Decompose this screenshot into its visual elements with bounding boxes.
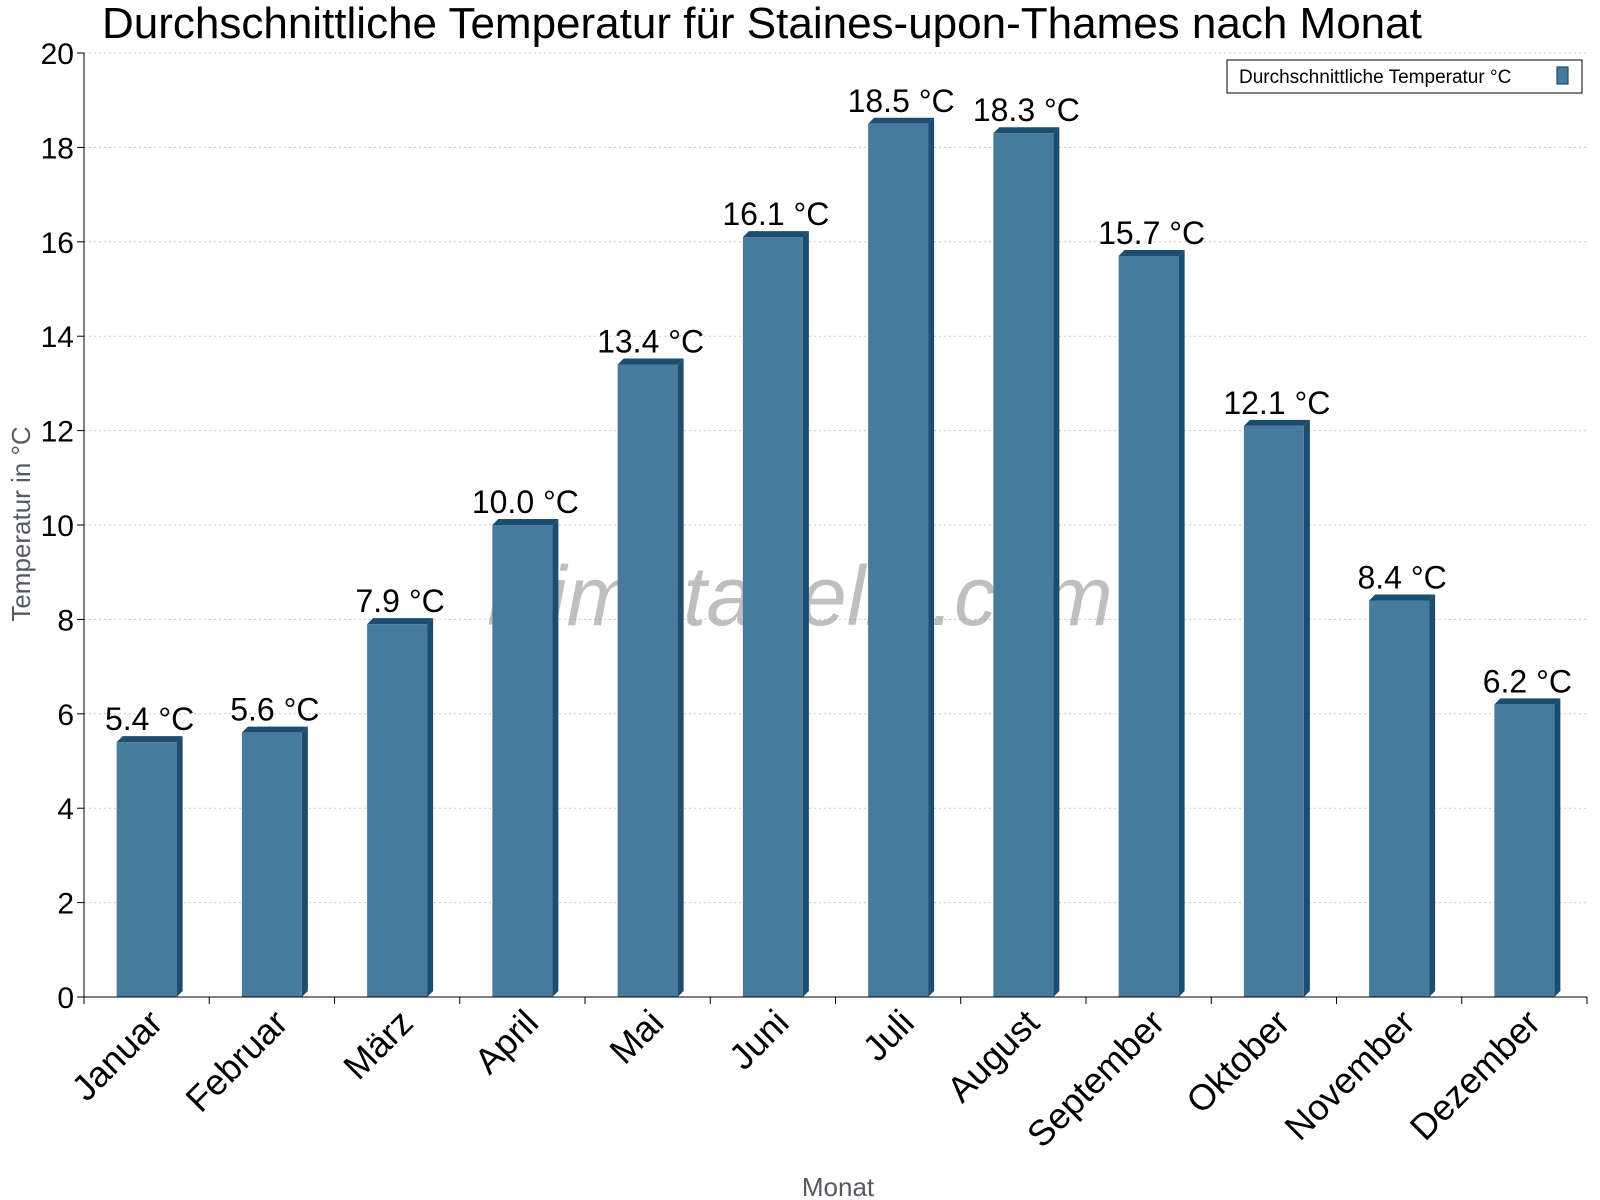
y-tick-label: 0 <box>57 982 74 1015</box>
y-tick-label: 8 <box>57 604 74 637</box>
bar-front-face <box>993 133 1054 998</box>
data-label: 16.1 °C <box>722 196 829 232</box>
bar <box>1243 419 1310 997</box>
data-label: 15.7 °C <box>1098 215 1205 251</box>
bar-side-face <box>1053 127 1060 998</box>
legend-entry-label: Durchschnittliche Temperatur °C <box>1239 67 1511 88</box>
y-tick-label: 2 <box>57 888 74 921</box>
data-label: 12.1 °C <box>1223 385 1330 421</box>
bar-side-face <box>928 117 935 998</box>
bar-top-face <box>1494 698 1561 705</box>
bar-side-face <box>1303 419 1310 997</box>
bar-front-face <box>1494 704 1555 997</box>
legend-box <box>1226 59 1583 94</box>
bar-top-face <box>367 618 434 625</box>
axes <box>77 52 1588 1004</box>
bar-top-face <box>241 726 308 733</box>
bar-top-face <box>868 117 935 124</box>
bar-side-face <box>1178 249 1185 997</box>
bar-top-face <box>1243 419 1310 426</box>
data-label: 5.6 °C <box>230 692 319 728</box>
bar <box>993 127 1060 998</box>
bar-front-face <box>241 732 302 997</box>
bar-side-face <box>802 231 809 997</box>
data-label: 10.0 °C <box>472 484 579 520</box>
bar <box>241 726 308 997</box>
x-axis-label: Monat <box>802 1172 875 1200</box>
bars <box>116 117 1561 998</box>
y-tick-label: 20 <box>41 38 74 71</box>
grid-lines <box>84 52 1587 904</box>
bar-top-face <box>617 358 684 365</box>
bar-side-face <box>677 358 684 997</box>
x-tick-label: Mai <box>601 1002 671 1072</box>
bar-top-face <box>1369 594 1436 601</box>
data-label: 7.9 °C <box>355 583 444 619</box>
bar <box>492 519 559 997</box>
x-tick-labels: Januar Februar März April Mai Juni Juli AugustS… <box>63 1002 1548 1156</box>
data-label: 6.2 °C <box>1483 663 1572 699</box>
bar-top-face <box>492 519 559 525</box>
y-tick-label: 18 <box>41 132 74 165</box>
bar-front-face <box>1369 600 1430 997</box>
x-tick-label: Januar <box>63 1002 170 1109</box>
bar <box>1118 249 1185 997</box>
bar-top-face <box>742 231 809 238</box>
bar-front-face <box>492 525 553 997</box>
bar-top-face <box>116 736 183 743</box>
x-tick-label: Juli <box>855 1002 922 1069</box>
y-tick-label: 14 <box>41 321 74 354</box>
y-tick-label: 10 <box>41 510 74 543</box>
bar-front-face <box>116 742 177 997</box>
y-tick-label: 6 <box>57 699 74 732</box>
bar <box>1369 594 1436 997</box>
bar-side-face <box>301 726 308 997</box>
legend-swatch <box>1556 66 1569 85</box>
y-tick-label: 16 <box>41 227 74 260</box>
bar-side-face <box>1554 698 1561 997</box>
x-tick-label: September <box>1019 1002 1173 1156</box>
bar-front-face <box>742 237 803 997</box>
bar-front-face <box>617 364 678 997</box>
x-tick-label: Juni <box>721 1002 797 1078</box>
bar <box>116 736 183 997</box>
data-label: 8.4 °C <box>1357 560 1446 596</box>
bar-front-face <box>367 624 428 997</box>
bar <box>1494 698 1561 997</box>
bar <box>742 231 809 997</box>
bar <box>617 358 684 997</box>
data-label: 5.4 °C <box>105 701 194 737</box>
data-labels: 5.4 °C 5.6 °C 7.9 °C 10.0 °C 13.4 °C 16.1 °C 1… <box>105 83 1572 737</box>
x-tick-label: März <box>335 1002 421 1088</box>
chart-title: Durchschnittliche Temperatur für Staines… <box>102 0 1422 48</box>
bar-front-face <box>868 123 929 998</box>
bar-side-face <box>176 736 183 997</box>
legend: Durchschnittliche Temperatur °C <box>1226 59 1583 94</box>
bar-top-face <box>993 127 1060 134</box>
x-tick-label: Oktober <box>1178 1002 1298 1122</box>
bar <box>367 618 434 997</box>
bar <box>868 117 935 998</box>
x-tick-label: November <box>1276 1002 1422 1148</box>
data-label: 18.3 °C <box>973 92 1080 128</box>
bar-front-face <box>1243 425 1304 997</box>
bar-front-face <box>1118 255 1179 997</box>
data-label: 13.4 °C <box>597 324 704 360</box>
y-tick-label: 12 <box>41 416 74 449</box>
y-axis-label: Temperatur in °C <box>6 426 36 621</box>
bar-side-face <box>427 618 434 997</box>
x-tick-label: August <box>939 1002 1047 1110</box>
data-label: 18.5 °C <box>848 83 955 119</box>
bar-top-face <box>1118 249 1185 256</box>
bar-side-face <box>1429 594 1436 997</box>
y-tick-labels: 0 2 4 6 8 10 12 14 16 18 20 <box>41 38 74 1015</box>
x-tick-label: April <box>466 1002 546 1082</box>
bar-side-face <box>552 519 559 997</box>
y-tick-label: 4 <box>57 793 74 826</box>
x-tick-label: Dezember <box>1402 1002 1548 1148</box>
x-tick-label: Februar <box>177 1002 295 1120</box>
